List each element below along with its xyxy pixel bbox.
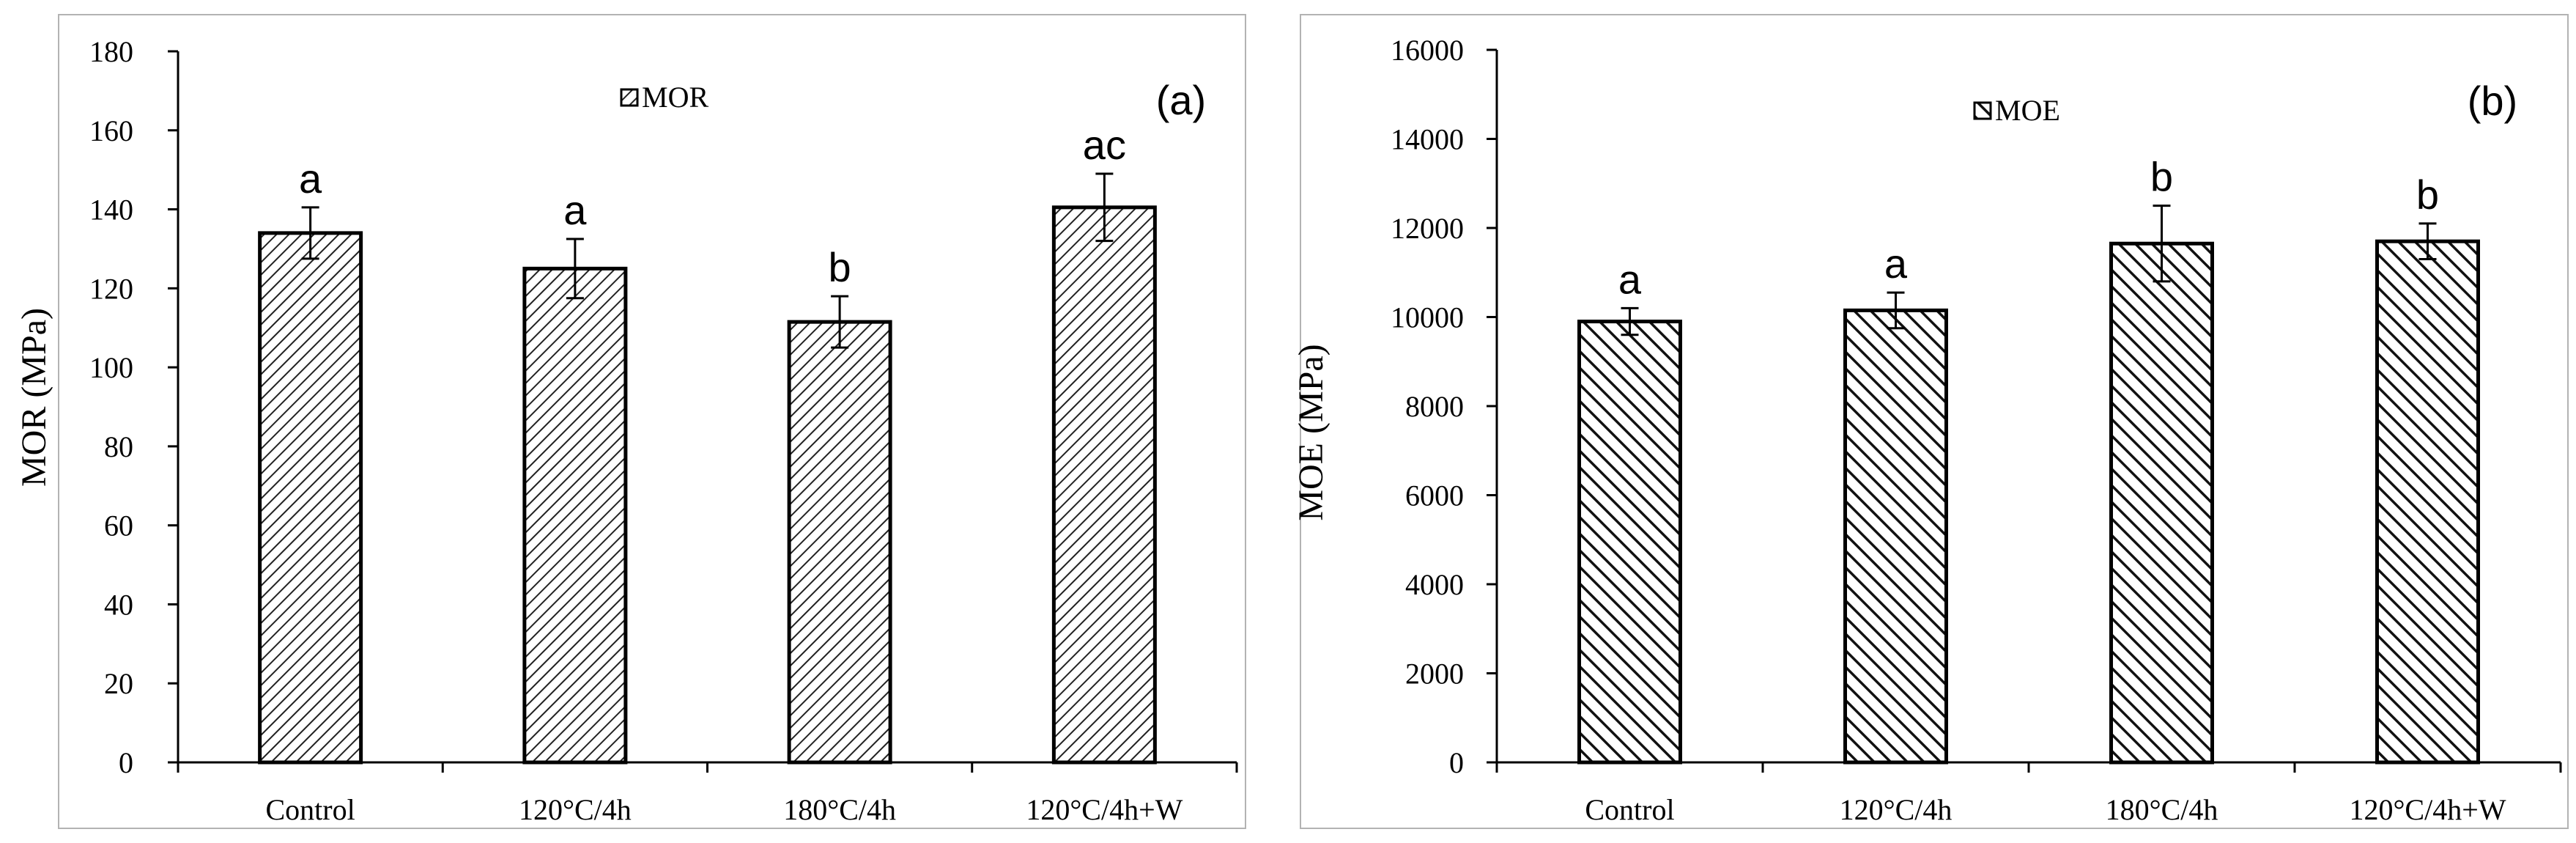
category-label-0: Control <box>266 793 355 826</box>
x-axis-ticks <box>1495 762 2562 773</box>
legend-swatch <box>1973 101 1992 120</box>
significance-label-0: a <box>1618 256 1642 302</box>
y-tick-label: 2000 <box>1405 658 1464 691</box>
significance-label-2: b <box>829 244 851 290</box>
plot-frame <box>58 14 1246 829</box>
y-tick-label: 0 <box>1449 746 1464 779</box>
error-bar-3 <box>2418 222 2437 261</box>
y-axis-ticks: 0 20 40 60 80 100 120 140 160 180 <box>89 35 178 779</box>
y-tick-label: 180 <box>89 35 133 68</box>
y-tick-label: 80 <box>104 430 133 463</box>
y-tick-label: 120 <box>89 272 133 305</box>
significance-label-2: b <box>2150 154 2173 200</box>
x-axis-categories: Control 120°C/4h 180°C/4h 120°C/4h+W <box>1585 793 2506 826</box>
error-bar-1 <box>1887 291 1905 330</box>
significance-label-3: ac <box>1083 122 1126 168</box>
error-bar-3 <box>1095 172 1114 243</box>
y-tick-label: 12000 <box>1391 212 1464 245</box>
bar-3 <box>1051 205 1157 765</box>
error-bar-0 <box>301 206 319 260</box>
bar-3 <box>2375 239 2480 765</box>
y-tick-label: 14000 <box>1391 123 1464 156</box>
error-bar-0 <box>1621 306 1639 336</box>
x-axis-categories: Control 120°C/4h 180°C/4h 120°C/4h+W <box>266 793 1183 826</box>
bar-0 <box>258 231 363 765</box>
category-label-3: 120°C/4h+W <box>1026 793 1182 826</box>
bar-2 <box>787 320 892 765</box>
legend: MOE <box>1973 94 2060 127</box>
error-bars <box>301 172 1114 349</box>
y-tick-label: 10000 <box>1391 301 1464 334</box>
legend-swatch <box>620 88 639 107</box>
y-tick-label: 6000 <box>1405 479 1464 512</box>
y-tick-label: 40 <box>104 588 133 621</box>
panel-label: (b) <box>2468 78 2517 124</box>
chart-panel-a: MOR (MPa) (a) MOR 0 20 40 60 80 100 120 140 160 1… <box>15 14 1246 829</box>
error-bars <box>1621 205 2437 336</box>
y-tick-label: 140 <box>89 194 133 227</box>
legend-label: MOE <box>1995 94 2060 127</box>
significance-labels: a a b b <box>1618 154 2439 303</box>
chart-panel-b: MOE (MPa) (b) MOE 0 2000 4000 6000 8000 10000… <box>1292 14 2569 829</box>
y-axis-title: MOE (MPa) <box>1292 344 1330 520</box>
y-tick-label: 16000 <box>1391 34 1464 67</box>
y-axis-ticks: 0 2000 4000 6000 8000 10000 12000 14000 16000 <box>1391 34 1497 779</box>
bars <box>258 205 1157 765</box>
bar-0 <box>1577 320 1682 765</box>
plot-frame <box>1300 14 2569 829</box>
y-tick-label: 160 <box>89 114 133 147</box>
x-axis-ticks <box>177 762 1238 773</box>
legend-label: MOR <box>642 81 708 114</box>
y-tick-label: 8000 <box>1405 390 1464 423</box>
y-tick-label: 60 <box>104 509 133 542</box>
category-label-3: 120°C/4h+W <box>2349 793 2506 826</box>
category-label-2: 180°C/4h <box>2106 793 2218 826</box>
category-label-2: 180°C/4h <box>783 793 896 826</box>
bar-1 <box>1843 308 1948 765</box>
significance-label-3: b <box>2416 172 2439 218</box>
y-axis-title: MOR (MPa) <box>15 308 53 487</box>
error-bar-2 <box>831 295 849 349</box>
bar-1 <box>522 266 628 765</box>
bar-2 <box>2109 241 2214 765</box>
category-label-1: 120°C/4h <box>1840 793 1953 826</box>
error-bar-1 <box>566 238 584 300</box>
category-label-1: 120°C/4h <box>519 793 632 826</box>
significance-labels: a a b ac <box>299 122 1126 290</box>
y-tick-label: 100 <box>89 351 133 384</box>
y-tick-label: 0 <box>119 746 133 779</box>
y-tick-label: 20 <box>104 667 133 700</box>
error-bar-2 <box>2153 205 2171 283</box>
category-label-0: Control <box>1585 793 1674 826</box>
panel-label: (a) <box>1156 77 1206 123</box>
significance-label-0: a <box>299 155 322 202</box>
legend: MOR <box>620 81 708 114</box>
bars <box>1577 239 2480 765</box>
significance-label-1: a <box>1884 240 1908 287</box>
y-tick-label: 4000 <box>1405 568 1464 601</box>
significance-label-1: a <box>563 187 587 233</box>
